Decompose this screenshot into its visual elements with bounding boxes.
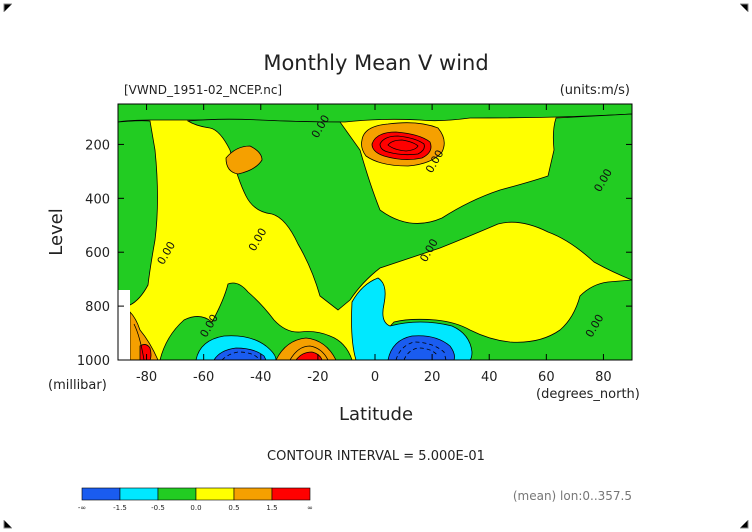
y-tick-label: 600 bbox=[85, 246, 110, 261]
orange-region-bottom-left bbox=[129, 311, 159, 360]
y-tick-label: 200 bbox=[85, 138, 110, 153]
mean-note: (mean) lon:0..357.5 bbox=[513, 489, 632, 503]
green-region-middle-large bbox=[186, 113, 632, 311]
x-tick-label: -60 bbox=[193, 370, 214, 385]
blue-region-left bbox=[213, 347, 267, 360]
colorbar: -∞ -1.5 -0.5 0.0 0.5 1.5 ∞ bbox=[78, 487, 313, 512]
colorbar-label: 0.5 bbox=[228, 504, 239, 512]
chart-title: Monthly Mean V wind bbox=[263, 51, 488, 75]
contour-interval-note: CONTOUR INTERVAL = 5.000E-01 bbox=[267, 449, 485, 464]
missing-data-area bbox=[118, 290, 130, 360]
x-tick-label: 80 bbox=[595, 370, 612, 385]
red-region-upper-center bbox=[371, 131, 432, 160]
colorbar-label: 0.0 bbox=[190, 504, 201, 512]
red-region-bottom-mid bbox=[295, 351, 323, 360]
x-axis: -80 -60 -40 -20 0 20 40 60 80 bbox=[136, 104, 612, 385]
y-axis: 200 400 600 800 1000 bbox=[77, 138, 632, 369]
colorbar-label: ∞ bbox=[307, 504, 313, 512]
y-tick-label: 1000 bbox=[77, 354, 110, 369]
orange-region-upper-left bbox=[225, 145, 263, 175]
plot-area: 0.00 0.000.000.000.000.000.000.00 bbox=[118, 104, 632, 360]
x-tick-label: -40 bbox=[250, 370, 271, 385]
x-tick-label: 20 bbox=[424, 370, 441, 385]
units-label: (units:m/s) bbox=[560, 83, 630, 98]
y-axis-title: Level bbox=[46, 208, 67, 256]
x-tick-label: 40 bbox=[481, 370, 498, 385]
contour-lines bbox=[133, 135, 447, 360]
x-axis-unit: (degrees_north) bbox=[536, 387, 640, 402]
colorbar-bin bbox=[195, 487, 235, 501]
colorbar-bin bbox=[271, 487, 311, 501]
colorbar-label: -1.5 bbox=[113, 504, 127, 512]
y-axis-unit: (millibar) bbox=[48, 378, 107, 393]
colorbar-bin bbox=[157, 487, 197, 501]
colorbar-bin bbox=[81, 487, 121, 501]
colorbar-label: -0.5 bbox=[151, 504, 165, 512]
x-tick-label: -20 bbox=[307, 370, 328, 385]
green-region-top-band bbox=[118, 104, 632, 123]
orange-region-bottom-mid bbox=[275, 337, 337, 360]
x-tick-label: 60 bbox=[538, 370, 555, 385]
crop-marks bbox=[3, 3, 749, 529]
y-tick-label: 400 bbox=[85, 192, 110, 207]
colorbar-bin bbox=[119, 487, 159, 501]
red-region-bottom-left bbox=[139, 344, 152, 360]
colorbar-label: -∞ bbox=[78, 504, 86, 512]
x-tick-label: 0 bbox=[371, 370, 379, 385]
colorbar-bin bbox=[233, 487, 273, 501]
colorbar-label: 1.5 bbox=[266, 504, 277, 512]
x-tick-label: -80 bbox=[136, 370, 157, 385]
file-label: [VWND_1951-02_NCEP.nc] bbox=[124, 83, 282, 97]
x-axis-title: Latitude bbox=[339, 404, 413, 425]
y-tick-label: 800 bbox=[85, 300, 110, 315]
